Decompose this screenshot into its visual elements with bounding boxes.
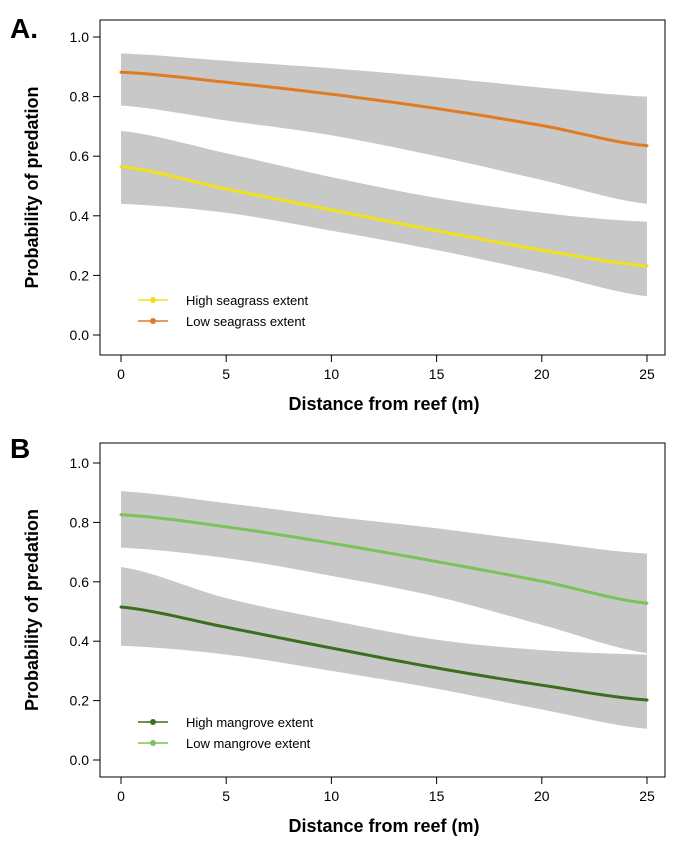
y-tick-label: 0.8 xyxy=(70,514,90,530)
x-tick-label: 5 xyxy=(222,366,230,382)
legend-label: High seagrass extent xyxy=(186,293,309,308)
panel-b: B 0 5 10 15 20 25 0.0 0.2 0.4 0.6 0.8 1.0 High mang… xyxy=(10,433,666,836)
legend-label: Low seagrass extent xyxy=(186,314,306,329)
series-line-1 xyxy=(119,165,649,268)
panel-label: B xyxy=(10,433,30,464)
series-line-2 xyxy=(119,70,649,148)
legend: High seagrass extent Low seagrass extent xyxy=(138,293,309,329)
confidence-band-series-1 xyxy=(121,567,647,729)
series-lines xyxy=(119,513,649,702)
x-tick-label: 20 xyxy=(534,366,550,382)
x-axis-label: Distance from reef (m) xyxy=(288,816,479,836)
x-tick-label: 10 xyxy=(324,366,340,382)
y-tick-label: 0.2 xyxy=(70,267,90,283)
x-tick-label: 5 xyxy=(222,788,230,804)
legend-swatch-marker xyxy=(150,318,156,324)
y-tick-label: 1.0 xyxy=(70,29,90,45)
series-lines xyxy=(119,70,649,268)
y-axis-label: Probability of predation xyxy=(22,86,42,288)
y-tick-label: 1.0 xyxy=(70,455,90,471)
y-tick-label: 0.8 xyxy=(70,89,90,105)
x-tick-label: 20 xyxy=(534,788,550,804)
series-line-2 xyxy=(119,513,649,605)
legend-label: Low mangrove extent xyxy=(186,736,311,751)
y-tick-label: 0.0 xyxy=(70,752,90,768)
y-tick-label: 0.4 xyxy=(70,208,90,224)
legend-swatch-marker xyxy=(150,740,156,746)
y-tick-label: 0.6 xyxy=(70,574,90,590)
ribbons xyxy=(121,53,647,297)
axes: 0 5 10 15 20 25 0.0 0.2 0.4 0.6 0.8 1.0 xyxy=(70,29,655,382)
x-tick-label: 0 xyxy=(117,788,125,804)
confidence-band-series-2 xyxy=(121,53,647,204)
x-axis-label: Distance from reef (m) xyxy=(288,394,479,414)
legend-label: High mangrove extent xyxy=(186,715,314,730)
x-tick-label: 15 xyxy=(429,788,445,804)
y-tick-label: 0.4 xyxy=(70,633,90,649)
panel-label: A. xyxy=(10,13,38,44)
x-tick-label: 25 xyxy=(639,788,655,804)
legend-swatch-marker xyxy=(150,297,156,303)
legend-swatch-marker xyxy=(150,719,156,725)
y-tick-label: 0.6 xyxy=(70,148,90,164)
ribbons xyxy=(121,491,647,729)
series-line-1 xyxy=(119,605,649,702)
x-tick-label: 25 xyxy=(639,366,655,382)
axes: 0 5 10 15 20 25 0.0 0.2 0.4 0.6 0.8 1.0 xyxy=(70,455,655,804)
x-tick-label: 15 xyxy=(429,366,445,382)
confidence-band-series-1 xyxy=(121,130,647,297)
x-tick-label: 10 xyxy=(324,788,340,804)
y-tick-label: 0.2 xyxy=(70,693,90,709)
legend: High mangrove extent Low mangrove extent xyxy=(138,715,314,751)
panel-a: A. 0 5 10 15 20 25 0.0 0.2 0.4 0.6 0.8 1.0 High sea… xyxy=(10,13,666,414)
y-tick-label: 0.0 xyxy=(70,327,90,343)
x-tick-label: 0 xyxy=(117,366,125,382)
y-axis-label: Probability of predation xyxy=(22,509,42,711)
